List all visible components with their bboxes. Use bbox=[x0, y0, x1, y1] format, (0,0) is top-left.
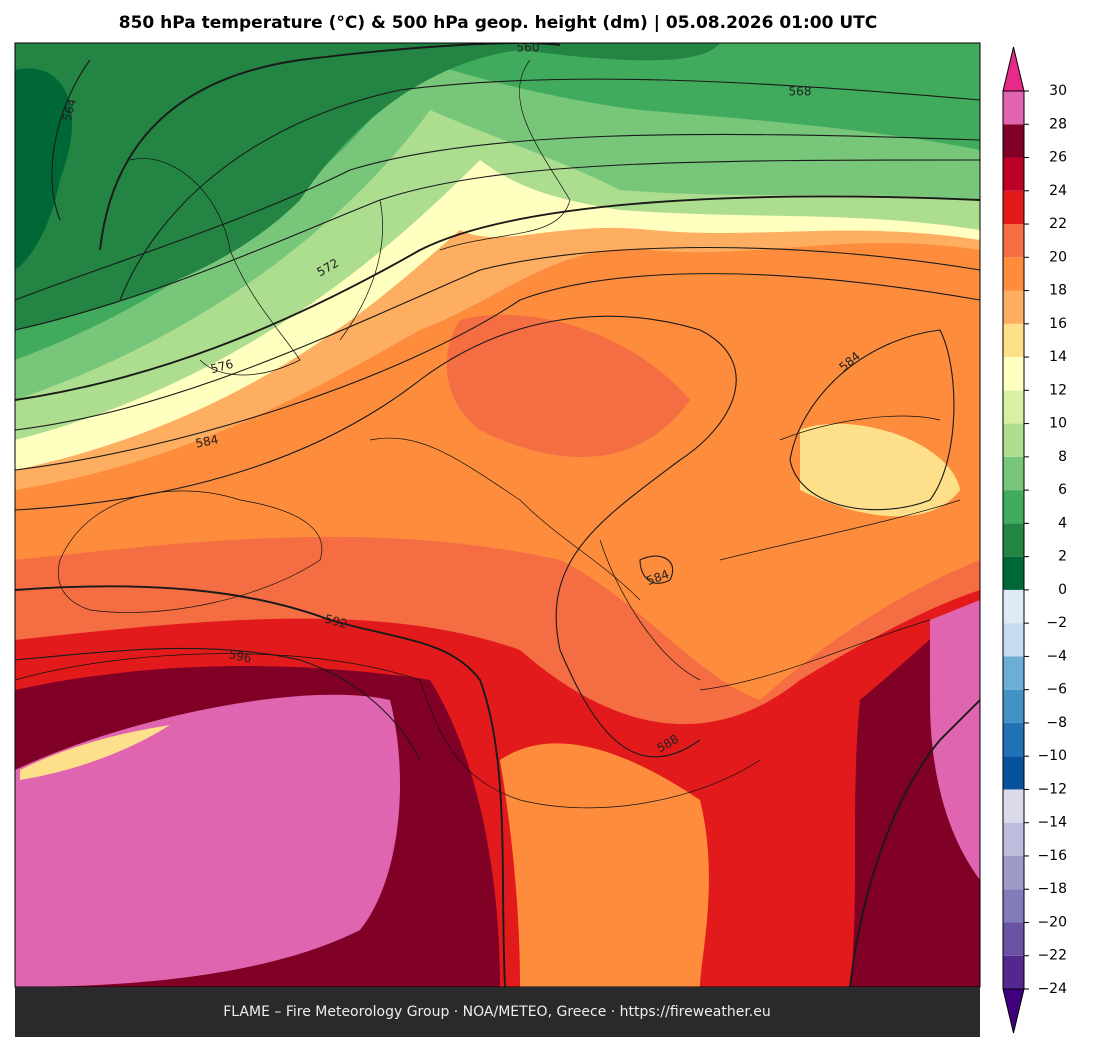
colorbar-under bbox=[1002, 988, 1025, 1034]
colorbar-tick-label: −14 bbox=[1037, 815, 1067, 831]
colorbar-segment bbox=[1003, 157, 1024, 191]
contour-label: 584 bbox=[194, 432, 219, 450]
colorbar-tick-label: 4 bbox=[1058, 515, 1067, 531]
colorbar-tick-label: −16 bbox=[1037, 848, 1067, 864]
colorbar-tick-label: −22 bbox=[1037, 948, 1067, 964]
map bbox=[15, 43, 980, 987]
colorbar-segment bbox=[1003, 955, 1024, 989]
colorbar-segment bbox=[1003, 190, 1024, 225]
colorbar-segment bbox=[1003, 124, 1024, 158]
contour-label: 592 bbox=[323, 612, 349, 631]
contour-label: 560 bbox=[517, 41, 540, 55]
colorbar-tick-label: −10 bbox=[1037, 748, 1067, 764]
colorbar-tick-label: −2 bbox=[1046, 615, 1067, 631]
colorbar-tick-label: 26 bbox=[1049, 150, 1067, 166]
colorbar-segment bbox=[1003, 656, 1024, 690]
colorbar-tick-label: 0 bbox=[1058, 582, 1067, 598]
colorbar-segment bbox=[1003, 323, 1024, 358]
colorbar-tick-label: 16 bbox=[1049, 316, 1067, 332]
colorbar-tick-label: 8 bbox=[1058, 449, 1067, 465]
colorbar-tick-label: 2 bbox=[1058, 549, 1067, 565]
colorbar-tick-label: 28 bbox=[1049, 116, 1067, 132]
colorbar-segment bbox=[1003, 257, 1024, 291]
colorbar-segment bbox=[1003, 224, 1024, 258]
colorbar-segment bbox=[1003, 290, 1024, 324]
contour-label: 596 bbox=[227, 647, 252, 665]
colorbar-segment bbox=[1003, 623, 1024, 657]
colorbar-over bbox=[1002, 46, 1025, 92]
colorbar-tick-label: 12 bbox=[1049, 382, 1067, 398]
colorbar-segment bbox=[1003, 423, 1024, 457]
colorbar-frame bbox=[1002, 90, 1025, 990]
colorbar-tick-label: 6 bbox=[1058, 482, 1067, 498]
colorbar-tick-label: −6 bbox=[1046, 682, 1067, 698]
colorbar-tick-label: 22 bbox=[1049, 216, 1067, 232]
colorbar-segment bbox=[1003, 523, 1024, 557]
colorbar-tick-label: −18 bbox=[1037, 881, 1067, 897]
colorbar-segment bbox=[1003, 722, 1024, 757]
colorbar-tick-label: 20 bbox=[1049, 249, 1067, 265]
title: 850 hPa temperature (°C) & 500 hPa geop.… bbox=[119, 13, 878, 33]
colorbar-segment bbox=[1003, 855, 1024, 890]
colorbar-segment bbox=[1003, 756, 1024, 790]
colorbar-tick-label: 24 bbox=[1049, 183, 1067, 199]
colorbar: −24−22−20−18−16−14−12−10−8−6−4−202468101… bbox=[1002, 46, 1067, 1034]
colorbar-segment bbox=[1003, 889, 1024, 923]
colorbar-segment bbox=[1003, 556, 1024, 590]
colorbar-tick-label: −24 bbox=[1037, 981, 1067, 997]
colorbar-segment bbox=[1003, 922, 1024, 956]
colorbar-segment bbox=[1003, 689, 1024, 723]
colorbar-tick-label: 30 bbox=[1049, 83, 1067, 99]
colorbar-tick-label: 18 bbox=[1049, 283, 1067, 299]
contour-labels: 560 564 568 572 576 584 584 584 588 592 … bbox=[60, 41, 863, 756]
contour-label: 576 bbox=[209, 357, 235, 376]
colorbar-tick-label: −12 bbox=[1037, 781, 1067, 797]
colorbar-segment bbox=[1003, 456, 1024, 491]
colorbar-segment bbox=[1003, 357, 1024, 391]
colorbar-tick-label: 14 bbox=[1049, 349, 1067, 365]
colorbar-segment bbox=[1003, 589, 1024, 624]
colorbar-tick-label: −4 bbox=[1046, 648, 1067, 664]
contour-label: 568 bbox=[789, 85, 812, 99]
footer-bar bbox=[15, 987, 980, 1037]
colorbar-segment bbox=[1003, 390, 1024, 424]
colorbar-segment bbox=[1003, 490, 1024, 524]
colorbar-tick-label: −20 bbox=[1037, 914, 1067, 930]
colorbar-tick-label: 10 bbox=[1049, 416, 1067, 432]
colorbar-segment bbox=[1003, 822, 1024, 856]
colorbar-segment bbox=[1003, 91, 1024, 125]
contour-label: 564 bbox=[60, 97, 79, 123]
footer: FLAME – Fire Meteorology Group · NOA/MET… bbox=[223, 1004, 771, 1020]
colorbar-segment bbox=[1003, 789, 1024, 823]
colorbar-tick-label: −8 bbox=[1046, 715, 1067, 731]
